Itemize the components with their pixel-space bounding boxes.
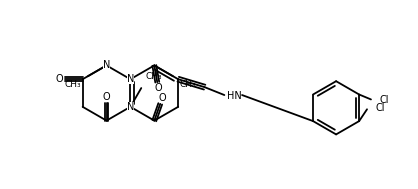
Text: O: O: [103, 92, 110, 102]
Text: Cl: Cl: [380, 95, 389, 105]
Text: N: N: [127, 102, 134, 112]
Text: O: O: [158, 93, 166, 103]
Text: O: O: [55, 74, 63, 84]
Text: Cl: Cl: [376, 103, 385, 113]
Text: CH₃: CH₃: [145, 72, 162, 81]
Text: N: N: [127, 74, 134, 84]
Text: N: N: [103, 60, 110, 70]
Text: CH₃: CH₃: [180, 80, 196, 89]
Text: CH₃: CH₃: [64, 80, 81, 89]
Text: HN: HN: [227, 91, 242, 101]
Text: O: O: [155, 83, 162, 93]
